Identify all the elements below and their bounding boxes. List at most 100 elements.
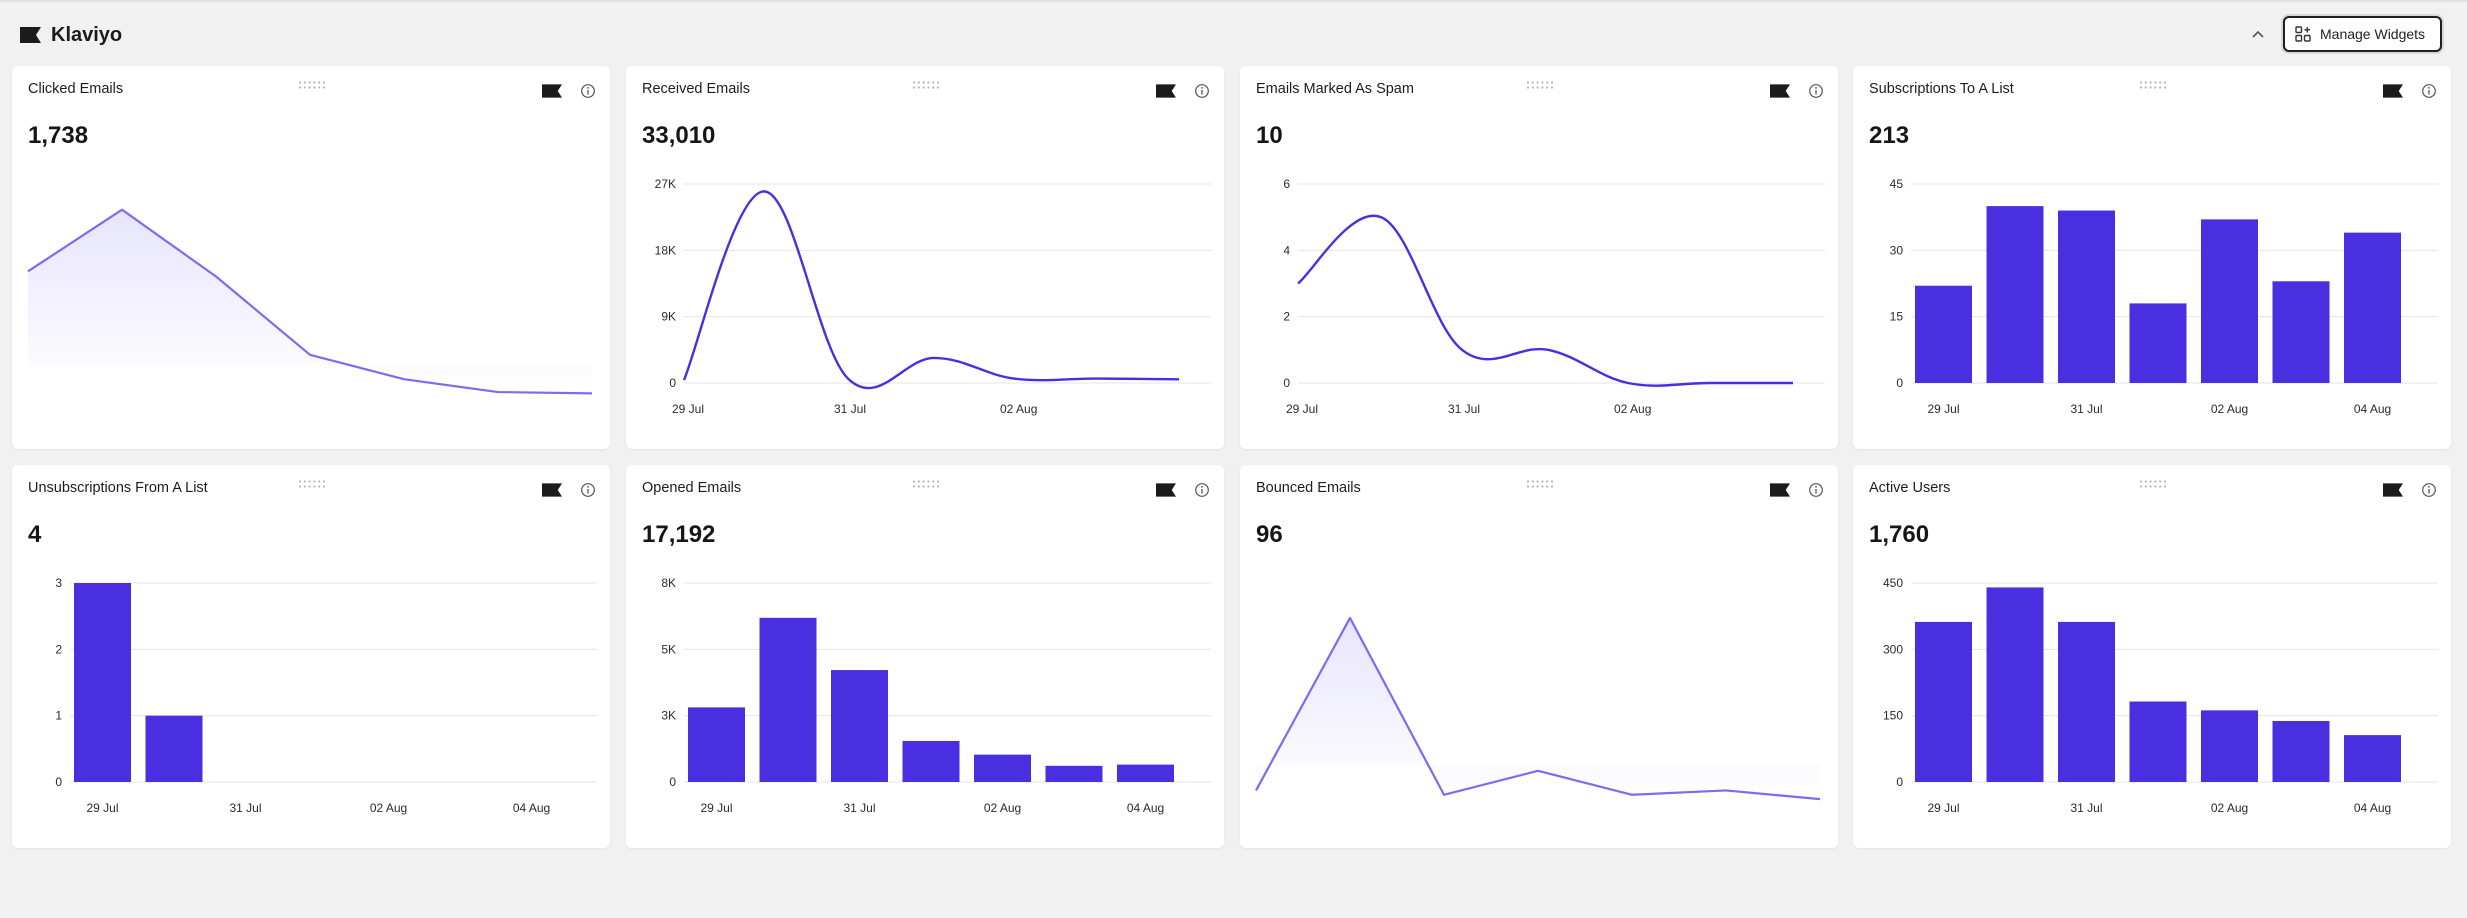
widget-value: 1,760 <box>1869 521 1930 548</box>
info-icon[interactable] <box>580 83 596 99</box>
drag-handle-icon[interactable] <box>911 80 941 90</box>
y-tick-label: 18K <box>655 243 676 257</box>
drag-handle-icon[interactable] <box>297 479 327 489</box>
klaviyo-flag-icon <box>1156 483 1176 497</box>
x-tick-label: 29 Jul <box>86 801 118 815</box>
widget-card-subscriptions-to-a-list: Subscriptions To A List 213 0 15 30 45 29 Jul… <box>1853 66 2451 449</box>
info-icon[interactable] <box>2421 482 2437 498</box>
y-tick-label: 6 <box>1283 177 1290 191</box>
widget-card-received-emails: Received Emails 33,010 0 9K 18K 27K 29 Jul 31 … <box>626 66 1224 449</box>
widget-value: 96 <box>1256 521 1283 548</box>
x-tick-label: 04 Aug <box>2354 801 2391 815</box>
klaviyo-flag-icon <box>1156 84 1176 98</box>
drag-handle-icon[interactable] <box>2138 479 2168 489</box>
info-icon[interactable] <box>1808 83 1824 99</box>
bar <box>1045 765 1103 782</box>
y-tick-label: 3 <box>55 576 62 590</box>
y-tick-label: 300 <box>1883 642 1903 656</box>
widget-value: 10 <box>1256 122 1283 149</box>
chart-emails-marked-as-spam: 0 2 4 6 29 Jul 31 Jul 02 Aug <box>1283 177 1825 416</box>
drag-handle-icon[interactable] <box>2138 80 2168 90</box>
bar <box>831 670 888 782</box>
x-tick-label: 31 Jul <box>834 402 866 416</box>
y-tick-label: 0 <box>1283 376 1290 390</box>
bar <box>1986 587 2044 782</box>
x-tick-label: 31 Jul <box>2070 402 2102 416</box>
x-tick-label: 29 Jul <box>1927 402 1959 416</box>
x-tick-label: 02 Aug <box>2211 402 2248 416</box>
x-tick-label: 29 Jul <box>672 402 704 416</box>
widget-card-bounced-emails: Bounced Emails 96 <box>1240 465 1838 848</box>
widget-value: 1,738 <box>28 122 89 149</box>
klaviyo-flag-icon <box>542 84 562 98</box>
chart-subscriptions-to-a-list: 0 15 30 45 29 Jul 31 Jul 02 Aug 04 Aug <box>1890 177 2438 416</box>
klaviyo-flag-icon <box>542 483 562 497</box>
chart-opened-emails: 0 3K 5K 8K 29 Jul 31 Jul 02 Aug 04 Aug <box>661 576 1211 815</box>
bar <box>974 754 1031 782</box>
drag-handle-icon[interactable] <box>911 479 941 489</box>
info-icon[interactable] <box>1194 83 1210 99</box>
klaviyo-flag-icon <box>20 27 41 43</box>
widget-title: Clicked Emails <box>28 81 124 97</box>
series-line <box>27 208 593 395</box>
bar <box>2129 303 2187 383</box>
bar <box>688 707 745 782</box>
chart-unsubscriptions-from-a-list: 0 1 2 3 29 Jul 31 Jul 02 Aug 04 Aug <box>55 576 597 815</box>
info-icon[interactable] <box>1808 482 1824 498</box>
x-tick-label: 02 Aug <box>984 801 1021 815</box>
x-tick-label: 29 Jul <box>1286 402 1318 416</box>
manage-widgets-button[interactable]: Manage Widgets <box>2283 16 2442 52</box>
x-tick-label: 31 Jul <box>1448 402 1480 416</box>
bar <box>2201 219 2258 383</box>
bar <box>902 740 960 782</box>
x-tick-label: 04 Aug <box>2354 402 2391 416</box>
widget-value: 4 <box>28 521 42 548</box>
y-tick-label: 15 <box>1890 310 1904 324</box>
y-tick-label: 2 <box>55 642 62 656</box>
info-icon[interactable] <box>2421 83 2437 99</box>
widget-card-unsubscriptions-from-a-list: Unsubscriptions From A List 4 0 1 2 3 29 Jul 3… <box>12 465 610 848</box>
series-line <box>1255 616 1821 801</box>
chart-bounced-emails <box>1255 616 1821 801</box>
widget-title: Opened Emails <box>642 480 742 496</box>
y-tick-label: 0 <box>1896 775 1903 789</box>
widget-card-active-users: Active Users 1,760 0 150 300 450 29 Jul 31 Jul… <box>1853 465 2451 848</box>
widget-value: 213 <box>1869 122 1910 149</box>
x-tick-label: 31 Jul <box>229 801 261 815</box>
y-tick-label: 45 <box>1890 177 1904 191</box>
y-tick-label: 8K <box>661 576 676 590</box>
x-tick-label: 29 Jul <box>1927 801 1959 815</box>
klaviyo-flag-icon <box>2383 483 2403 497</box>
y-tick-label: 0 <box>55 775 62 789</box>
drag-handle-icon[interactable] <box>1525 80 1555 90</box>
bar <box>2201 710 2258 782</box>
widget-title: Emails Marked As Spam <box>1256 81 1414 97</box>
x-tick-label: 02 Aug <box>2211 801 2248 815</box>
widget-value: 17,192 <box>642 521 716 548</box>
widget-title: Subscriptions To A List <box>1869 81 2014 97</box>
klaviyo-flag-icon <box>1770 483 1790 497</box>
collapse-button[interactable] <box>2248 24 2268 44</box>
chart-clicked-emails <box>27 208 593 395</box>
x-tick-label: 29 Jul <box>700 801 732 815</box>
drag-handle-icon[interactable] <box>297 80 327 90</box>
bar <box>74 583 131 782</box>
widgets-grid-icon <box>2295 26 2311 42</box>
x-tick-label: 04 Aug <box>1127 801 1164 815</box>
y-tick-label: 0 <box>1896 376 1903 390</box>
bar <box>1117 764 1174 782</box>
y-tick-label: 3K <box>661 709 676 723</box>
widget-title: Bounced Emails <box>1256 480 1361 496</box>
bar <box>2058 621 2115 782</box>
section-title: Klaviyo <box>51 23 123 46</box>
bar <box>2344 232 2401 383</box>
info-icon[interactable] <box>580 482 596 498</box>
y-tick-label: 150 <box>1883 709 1903 723</box>
drag-handle-icon[interactable] <box>1525 479 1555 489</box>
x-tick-label: 02 Aug <box>370 801 407 815</box>
widget-card-clicked-emails: Clicked Emails 1,738 <box>12 66 610 449</box>
info-icon[interactable] <box>1194 482 1210 498</box>
series-line <box>682 190 1180 390</box>
widget-card-emails-marked-as-spam: Emails Marked As Spam 10 0 2 4 6 29 Jul 31 Jul… <box>1240 66 1838 449</box>
y-tick-label: 1 <box>55 709 62 723</box>
